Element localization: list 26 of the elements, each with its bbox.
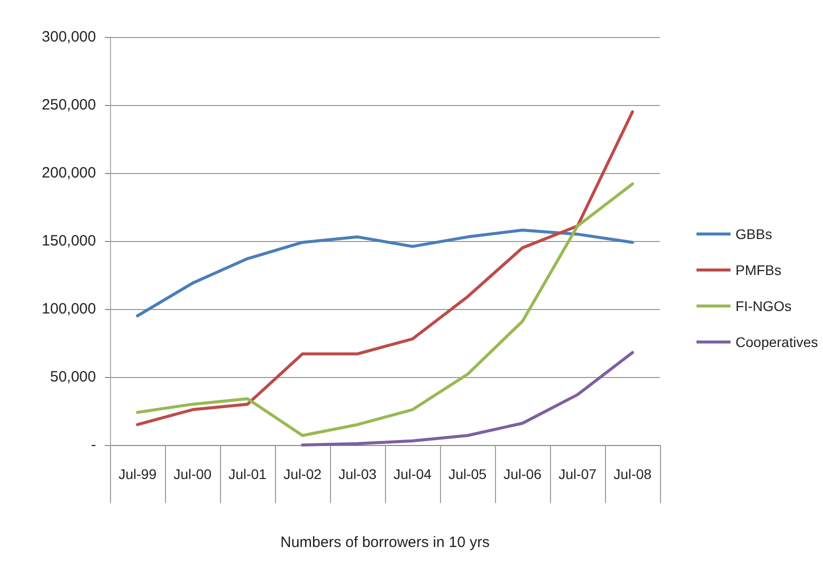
y-tick-label: - xyxy=(91,436,96,454)
y-tick-label: 150,000 xyxy=(42,232,96,250)
y-tick-label: 250,000 xyxy=(42,96,96,114)
line-series xyxy=(136,228,634,318)
legend-label: Cooperatives xyxy=(736,334,818,350)
x-tick-label: Jul-99 xyxy=(118,466,157,482)
y-tick-label: 300,000 xyxy=(42,28,96,46)
y-tick-label: 50,000 xyxy=(50,368,96,386)
line-series xyxy=(136,182,634,437)
x-tick-label: Jul-05 xyxy=(448,466,487,482)
x-tick-label: Jul-03 xyxy=(338,466,377,482)
x-tick-label: Jul-08 xyxy=(613,466,652,482)
legend-label: GBBs xyxy=(736,226,772,242)
x-axis-title: Numbers of borrowers in 10 yrs xyxy=(280,534,490,551)
y-tick-label: 200,000 xyxy=(42,164,96,182)
x-tick-label: Jul-06 xyxy=(503,466,542,482)
x-tick-label: Jul-02 xyxy=(283,466,322,482)
line-series xyxy=(136,110,634,426)
line-series xyxy=(301,351,634,446)
x-tick-label: Jul-04 xyxy=(393,466,432,482)
legend-label: FI-NGOs xyxy=(736,298,792,314)
x-tick-label: Jul-01 xyxy=(228,466,267,482)
x-tick-label: Jul-00 xyxy=(173,466,212,482)
x-tick-label: Jul-07 xyxy=(558,466,597,482)
y-tick-label: 100,000 xyxy=(42,300,96,318)
legend-label: PMFBs xyxy=(736,262,782,278)
